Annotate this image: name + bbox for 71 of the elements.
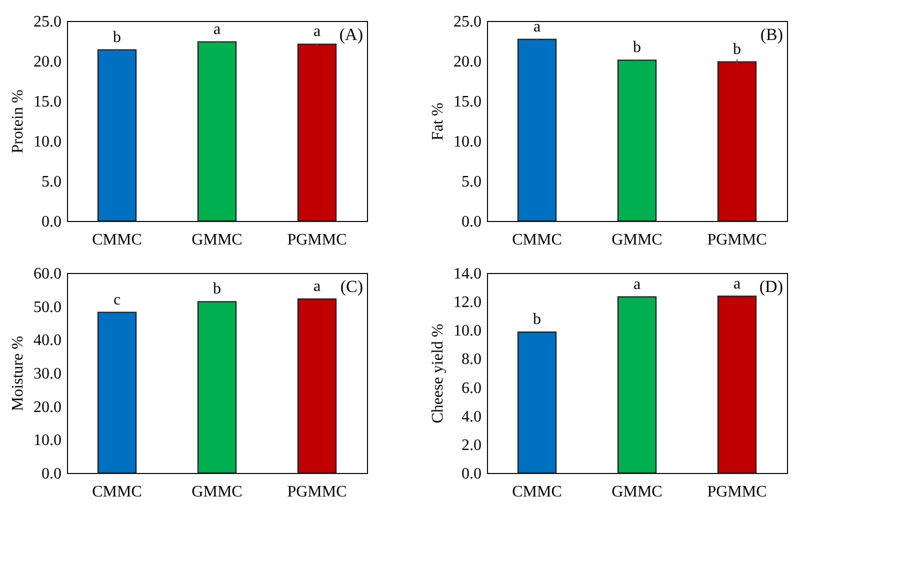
y-tick-label: 25.0 (454, 14, 482, 30)
y-tick-label: 14.0 (454, 266, 482, 282)
bar (97, 49, 137, 222)
annotation: (C) (340, 277, 363, 296)
y-tick-label: 6.0 (462, 380, 482, 397)
x-tick-label: CMMC (512, 232, 562, 248)
annotation: b (113, 28, 121, 46)
bar (297, 44, 337, 222)
x-tick-label: PGMMC (287, 232, 347, 248)
y-axis-title: Fat % (430, 102, 446, 140)
annotation: a (313, 23, 321, 40)
y-tick-label: 0.0 (42, 214, 62, 230)
annotation: (D) (759, 277, 783, 296)
x-tick-label: GMMC (192, 484, 242, 500)
x-tick-label: GMMC (612, 484, 662, 500)
y-tick-label: 20.0 (34, 54, 62, 70)
annotation: a (633, 276, 641, 293)
y-tick-label: 2.0 (462, 436, 482, 454)
bar (197, 41, 237, 222)
y-tick-label: 50.0 (34, 298, 62, 316)
x-tick-label: GMMC (192, 232, 242, 248)
x-tick-label: PGMMC (287, 484, 347, 500)
x-tick-label: CMMC (92, 232, 142, 248)
annotation: c (113, 291, 121, 308)
bar (617, 296, 657, 474)
y-tick-label: 0.0 (462, 214, 482, 230)
y-tick-label: 0.0 (42, 466, 62, 482)
annotation: a (313, 278, 321, 295)
y-tick-label: 12.0 (454, 294, 482, 312)
annotation: b (533, 311, 541, 328)
y-tick-label: 10.0 (34, 432, 62, 450)
y-tick-label: 10.0 (454, 134, 482, 150)
y-axis-title: Moisture % (10, 336, 26, 412)
y-tick-label: 20.0 (454, 54, 482, 70)
bar (517, 38, 557, 222)
bar (197, 301, 237, 474)
annotation: (B) (760, 25, 783, 44)
y-tick-label: 0.0 (462, 466, 482, 482)
y-axis-title: Protein % (10, 90, 26, 154)
y-tick-label: 4.0 (462, 408, 482, 426)
y-tick-label: 40.0 (34, 332, 62, 350)
y-tick-label: 25.0 (34, 14, 62, 30)
annotation: a (533, 18, 541, 36)
bar (297, 298, 337, 474)
bar (517, 332, 557, 474)
y-tick-label: 5.0 (462, 174, 482, 190)
y-tick-label: 8.0 (462, 351, 482, 368)
annotation: b (733, 40, 741, 58)
annotation: b (213, 280, 221, 298)
y-tick-label: 30.0 (34, 366, 62, 382)
y-axis-title: Cheese yield % (430, 324, 446, 424)
x-tick-label: PGMMC (707, 484, 767, 500)
x-tick-label: CMMC (512, 484, 562, 500)
y-tick-label: 60.0 (34, 266, 62, 282)
x-tick-label: CMMC (92, 484, 142, 500)
y-tick-label: 5.0 (42, 174, 62, 190)
bar (717, 296, 757, 474)
annotation: (A) (339, 25, 363, 44)
y-tick-label: 10.0 (454, 322, 482, 340)
x-tick-label: GMMC (612, 232, 662, 248)
y-tick-label: 15.0 (454, 94, 482, 110)
annotation: a (213, 20, 221, 38)
annotation: b (633, 39, 641, 56)
y-tick-label: 20.0 (34, 398, 62, 416)
bar (717, 61, 757, 222)
x-tick-label: PGMMC (707, 232, 767, 248)
bar (617, 60, 657, 222)
y-tick-label: 10.0 (34, 134, 62, 150)
annotation: a (733, 275, 741, 292)
y-tick-label: 15.0 (34, 94, 62, 110)
bar (97, 312, 137, 474)
